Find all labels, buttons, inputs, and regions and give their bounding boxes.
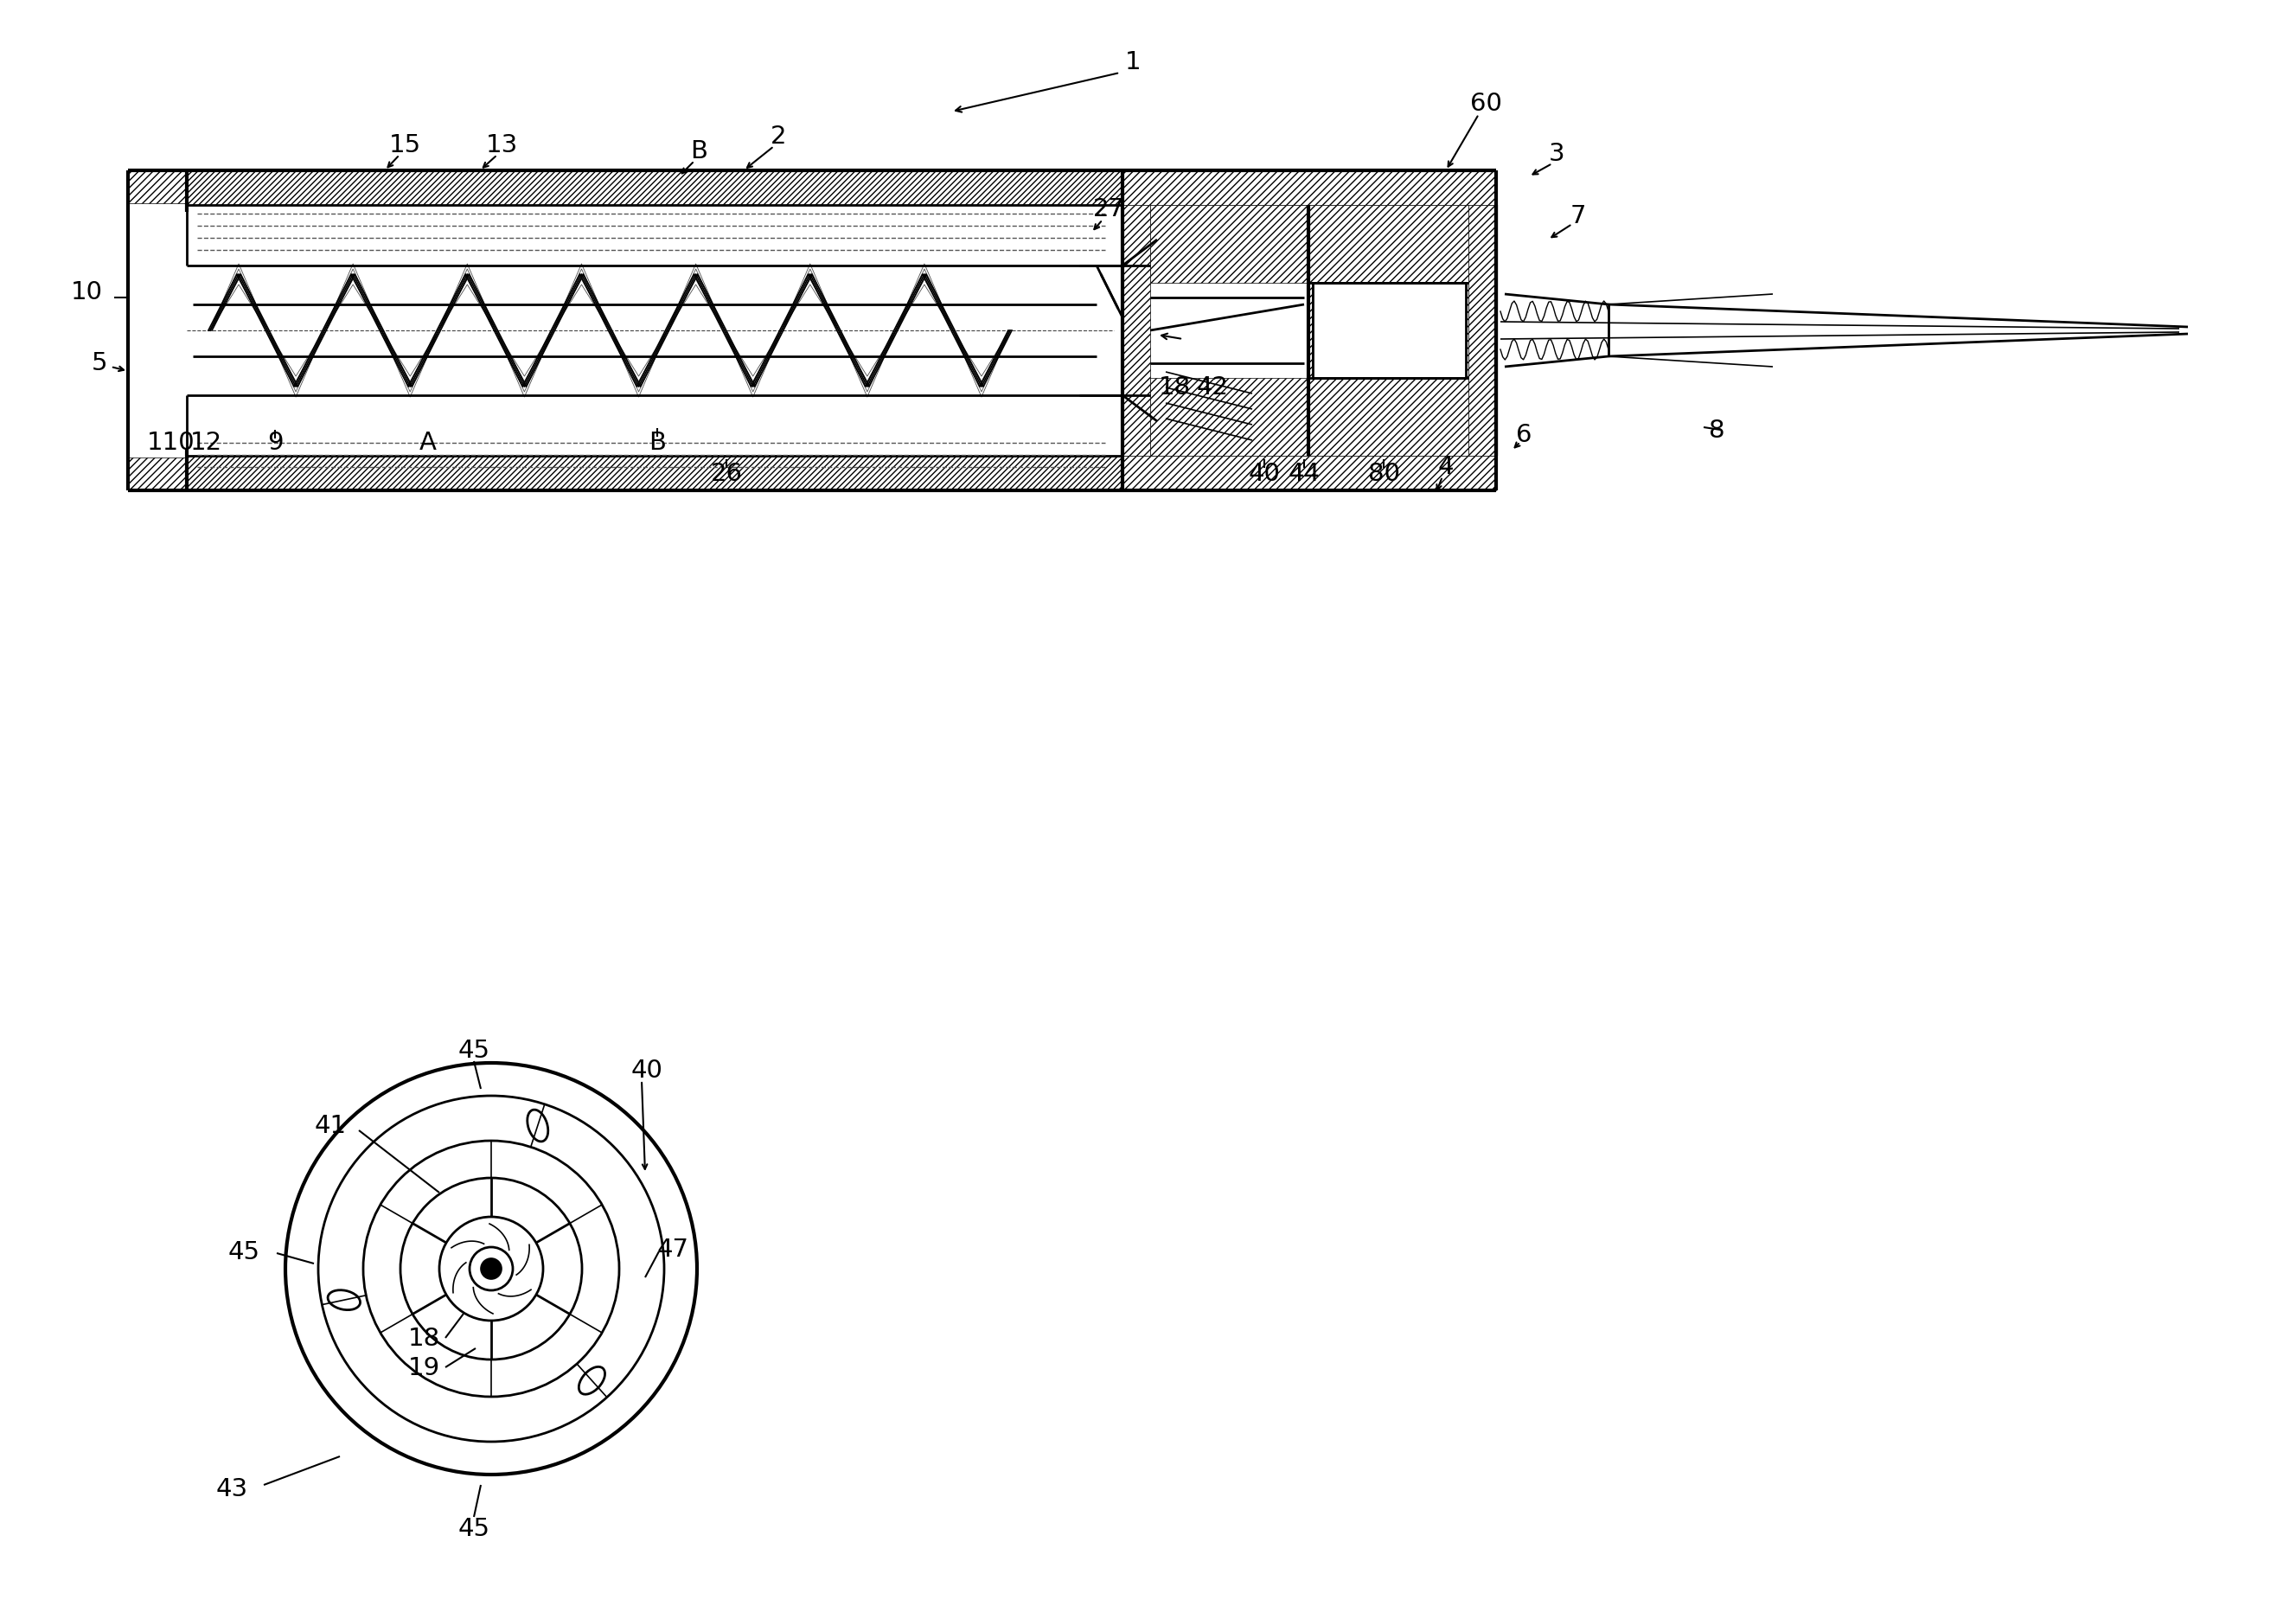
Text: 19: 19 — [409, 1355, 441, 1380]
Text: 13: 13 — [484, 133, 517, 157]
Text: 43: 43 — [216, 1476, 248, 1500]
Text: 40: 40 — [1249, 461, 1281, 485]
Text: 80: 80 — [1368, 461, 1401, 485]
Text: 47: 47 — [657, 1237, 689, 1261]
Text: 12: 12 — [191, 430, 223, 454]
Bar — [1123, 172, 1497, 206]
Text: 40: 40 — [631, 1058, 664, 1082]
Text: 1: 1 — [1125, 50, 1141, 74]
Text: 9: 9 — [266, 430, 282, 454]
Text: 44: 44 — [1288, 461, 1320, 485]
Bar — [1313, 284, 1465, 379]
Text: 3: 3 — [1548, 141, 1564, 165]
Text: 45: 45 — [457, 1037, 489, 1062]
Bar — [1309, 206, 1469, 456]
Bar — [1469, 206, 1497, 456]
Text: B: B — [691, 140, 707, 164]
Bar — [1150, 206, 1309, 284]
Text: 45: 45 — [457, 1516, 489, 1540]
Text: 60: 60 — [1469, 92, 1502, 116]
Text: 42: 42 — [1196, 376, 1228, 400]
Text: 2: 2 — [769, 125, 785, 149]
Text: 26: 26 — [709, 461, 742, 485]
Circle shape — [471, 1248, 512, 1291]
Text: A: A — [420, 430, 436, 454]
Bar — [129, 458, 186, 491]
Bar — [186, 172, 1123, 206]
Text: 41: 41 — [315, 1113, 347, 1137]
Text: 110: 110 — [147, 430, 195, 454]
Bar — [1123, 206, 1150, 456]
Text: 8: 8 — [1708, 418, 1724, 443]
Text: 7: 7 — [1570, 204, 1587, 228]
Bar — [186, 456, 1123, 491]
Text: 18: 18 — [1157, 376, 1192, 400]
Text: 4: 4 — [1437, 454, 1453, 479]
Text: 10: 10 — [71, 279, 103, 304]
Text: B: B — [647, 430, 666, 454]
Text: 45: 45 — [227, 1240, 259, 1264]
Bar — [1150, 379, 1309, 456]
Circle shape — [480, 1259, 501, 1280]
Text: 27: 27 — [1093, 198, 1125, 222]
Text: 18: 18 — [409, 1327, 441, 1351]
Text: 15: 15 — [388, 133, 420, 157]
Text: 5: 5 — [92, 352, 108, 376]
Bar — [129, 172, 186, 204]
Bar — [1313, 284, 1465, 366]
Bar — [1123, 456, 1497, 491]
Text: 6: 6 — [1515, 422, 1531, 446]
